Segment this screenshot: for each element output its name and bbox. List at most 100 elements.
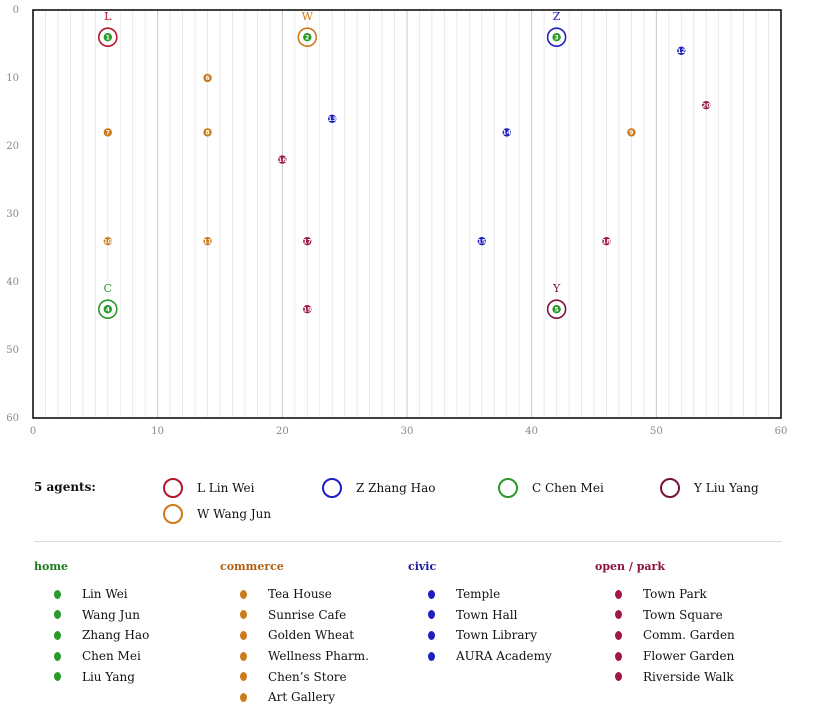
place-marker: 9 [627, 128, 636, 137]
category-dot-icon [54, 589, 61, 599]
agent-legend-item: L Lin Wei [163, 476, 254, 500]
category-item-label: Sunrise Cafe [268, 607, 347, 622]
x-tick-label: 0 [30, 426, 36, 437]
category-dot-icon [240, 610, 247, 620]
agent-legend-label: Z Zhang Hao [356, 481, 436, 495]
category-item-label: AURA Academy [456, 649, 552, 664]
category-item-label: Town Park [643, 587, 707, 602]
place-marker: 5 [552, 305, 561, 314]
category-item: Riverside Walk [595, 666, 770, 687]
agent-legend-item: W Wang Jun [163, 502, 271, 526]
place-number: 10 [104, 238, 112, 245]
x-tick-label: 60 [775, 426, 788, 437]
agents-legend-label: 5 agents: [34, 480, 96, 494]
agent-marker: C [98, 282, 118, 320]
category-item: AURA Academy [408, 646, 583, 667]
agent-ring-icon [498, 478, 518, 498]
place-marker: 1 [103, 33, 113, 42]
x-tick-label: 40 [525, 426, 538, 437]
place-dot [303, 237, 312, 246]
category-title: open / park [595, 560, 665, 573]
category-title: civic [408, 560, 437, 573]
place-marker: 11 [203, 237, 212, 246]
place-number: 11 [203, 238, 211, 245]
place-number: 17 [303, 238, 311, 245]
place-marker: 19 [303, 305, 312, 314]
category-item: Wellness Pharm. [220, 646, 395, 667]
place-number: 16 [278, 157, 286, 164]
y-tick-label: 0 [13, 5, 19, 16]
place-number: 18 [602, 238, 610, 245]
agent-ring [546, 299, 567, 320]
place-marker: 16 [278, 155, 287, 164]
agent-ring-icon [322, 478, 342, 498]
category-dot-icon [615, 610, 622, 620]
place-dot [602, 237, 611, 246]
place-marker: 2 [303, 33, 312, 42]
y-tick-label: 20 [6, 141, 19, 152]
category-item: Town Hall [408, 605, 583, 626]
place-dot [303, 305, 312, 314]
y-tick-label: 50 [6, 345, 19, 356]
place-marker: 14 [502, 128, 511, 137]
category-column: home Lin Wei Wang Jun Zhang Hao Chen Mei Liu … [34, 560, 209, 687]
category-item-label: Wellness Pharm. [268, 649, 369, 664]
category-dot-icon [54, 610, 61, 620]
y-tick-label: 40 [6, 277, 19, 288]
place-dot [203, 237, 212, 246]
legend-divider [34, 541, 782, 542]
agent-marker: Y [546, 282, 567, 320]
place-number: 13 [328, 116, 336, 123]
place-number: 19 [303, 306, 311, 313]
place-dot [328, 114, 337, 124]
category-dot-icon [54, 630, 61, 640]
category-item: Tea House [220, 584, 395, 605]
category-item: Lin Wei [34, 584, 209, 605]
category-item-label: Liu Yang [82, 669, 135, 684]
category-item: Flower Garden [595, 646, 770, 667]
category-item-label: Golden Wheat [268, 628, 355, 643]
place-number: 14 [503, 130, 511, 137]
place-marker: 4 [103, 305, 113, 314]
category-dot-icon [240, 651, 247, 661]
category-column: commerce Tea House Sunrise Cafe Golden Whea… [220, 560, 395, 708]
category-item-label: Town Library [456, 628, 538, 643]
agent-ring [297, 27, 318, 48]
agent-ring-icon [660, 478, 680, 498]
y-tick-label: 10 [6, 73, 19, 84]
axis-ticks: 0 10 20 30 40 50 60 0 10 20 30 40 50 60 [6, 5, 787, 437]
x-tick-label: 50 [650, 426, 663, 437]
agent-legend-label: L Lin Wei [197, 481, 255, 495]
category-item: Liu Yang [34, 666, 209, 687]
category-item-label: Wang Jun [82, 607, 140, 622]
agent-marker: W [297, 10, 318, 48]
category-item: Art Gallery [220, 687, 395, 708]
category-item-label: Town Square [643, 607, 723, 622]
agent-markers: L W Z C Y [98, 10, 567, 320]
category-item-label: Art Gallery [268, 690, 336, 705]
x-tick-label: 20 [276, 426, 289, 437]
category-dot-icon [615, 589, 622, 599]
place-marker: 8 [203, 128, 212, 137]
agent-ring [98, 27, 118, 48]
category-item-label: Chen’s Store [268, 669, 347, 684]
category-item-label: Zhang Hao [82, 628, 150, 643]
place-marker: 10 [103, 237, 113, 246]
category-item: Chen Mei [34, 646, 209, 667]
place-number: 7 [106, 130, 110, 137]
place-dot [303, 33, 312, 42]
place-number: 2 [305, 34, 309, 41]
map-frame [32, 9, 782, 419]
agent-ring-icon [163, 478, 183, 498]
agent-ring-icon [163, 504, 183, 524]
category-item-label: Town Hall [456, 607, 518, 622]
category-dot-icon [428, 651, 435, 661]
place-dot [502, 128, 511, 137]
category-item: Comm. Garden [595, 625, 770, 646]
place-marker: 18 [602, 237, 611, 246]
agent-letter: W [302, 10, 314, 23]
category-item-label: Temple [456, 587, 501, 602]
category-item-label: Tea House [268, 587, 332, 602]
